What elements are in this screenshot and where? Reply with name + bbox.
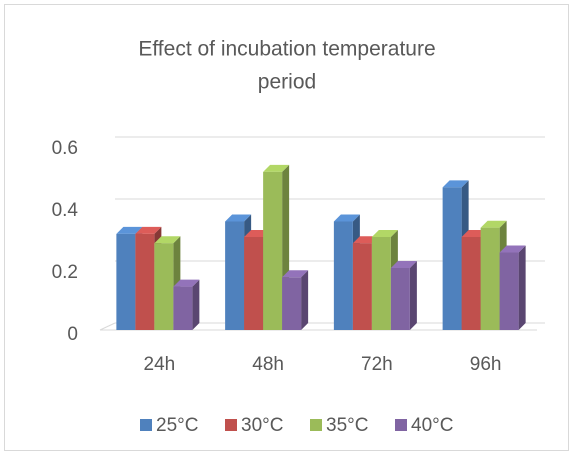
bar <box>499 252 519 330</box>
legend-label: 30°C <box>241 415 283 436</box>
legend-swatch <box>140 419 152 431</box>
legend-label: 40°C <box>411 415 453 436</box>
bar-top <box>499 245 526 253</box>
legend-label: 35°C <box>326 415 368 436</box>
bar <box>390 268 410 330</box>
bar <box>135 233 155 330</box>
y-tick-label: 0.4 <box>52 200 79 221</box>
y-tick-label: 0.6 <box>52 138 78 159</box>
bar <box>116 233 136 330</box>
bar <box>461 237 481 330</box>
bar-top <box>480 220 507 228</box>
bar <box>263 171 283 330</box>
legend-label: 25°C <box>156 415 198 436</box>
y-tick-label: 0 <box>67 324 78 345</box>
bar <box>154 243 174 330</box>
bar <box>333 221 353 330</box>
bar-top <box>154 236 181 244</box>
bar-side <box>192 279 200 330</box>
floor-edge <box>99 322 116 331</box>
bar-side <box>518 245 526 330</box>
bar-top <box>173 279 200 287</box>
bar <box>282 277 302 330</box>
bar-top <box>225 214 252 222</box>
bar <box>352 243 372 330</box>
bar-side <box>409 261 417 330</box>
bar-top <box>333 214 360 222</box>
bar <box>480 227 500 330</box>
legend-swatch <box>395 419 407 431</box>
bar <box>371 237 391 330</box>
chart-title: period <box>258 71 316 94</box>
bar <box>225 221 245 330</box>
bar <box>244 237 264 330</box>
bar-top <box>390 261 417 268</box>
bar-top <box>135 226 162 234</box>
bar <box>442 187 462 330</box>
x-tick-label: 96h <box>470 354 502 375</box>
chart-title: Effect of incubation temperature <box>138 38 435 61</box>
bar-top <box>442 180 469 188</box>
legend-swatch <box>225 419 237 431</box>
x-tick-label: 24h <box>144 354 176 375</box>
legend-swatch <box>310 419 322 431</box>
x-tick-label: 48h <box>252 354 284 375</box>
x-tick-label: 72h <box>361 354 393 375</box>
bar-top <box>116 226 143 234</box>
bar-top <box>282 270 309 278</box>
bar-side <box>301 270 309 330</box>
y-tick-label: 0.2 <box>52 262 78 283</box>
bar-top <box>371 230 398 237</box>
bar <box>173 286 193 330</box>
bar-top <box>263 164 290 172</box>
